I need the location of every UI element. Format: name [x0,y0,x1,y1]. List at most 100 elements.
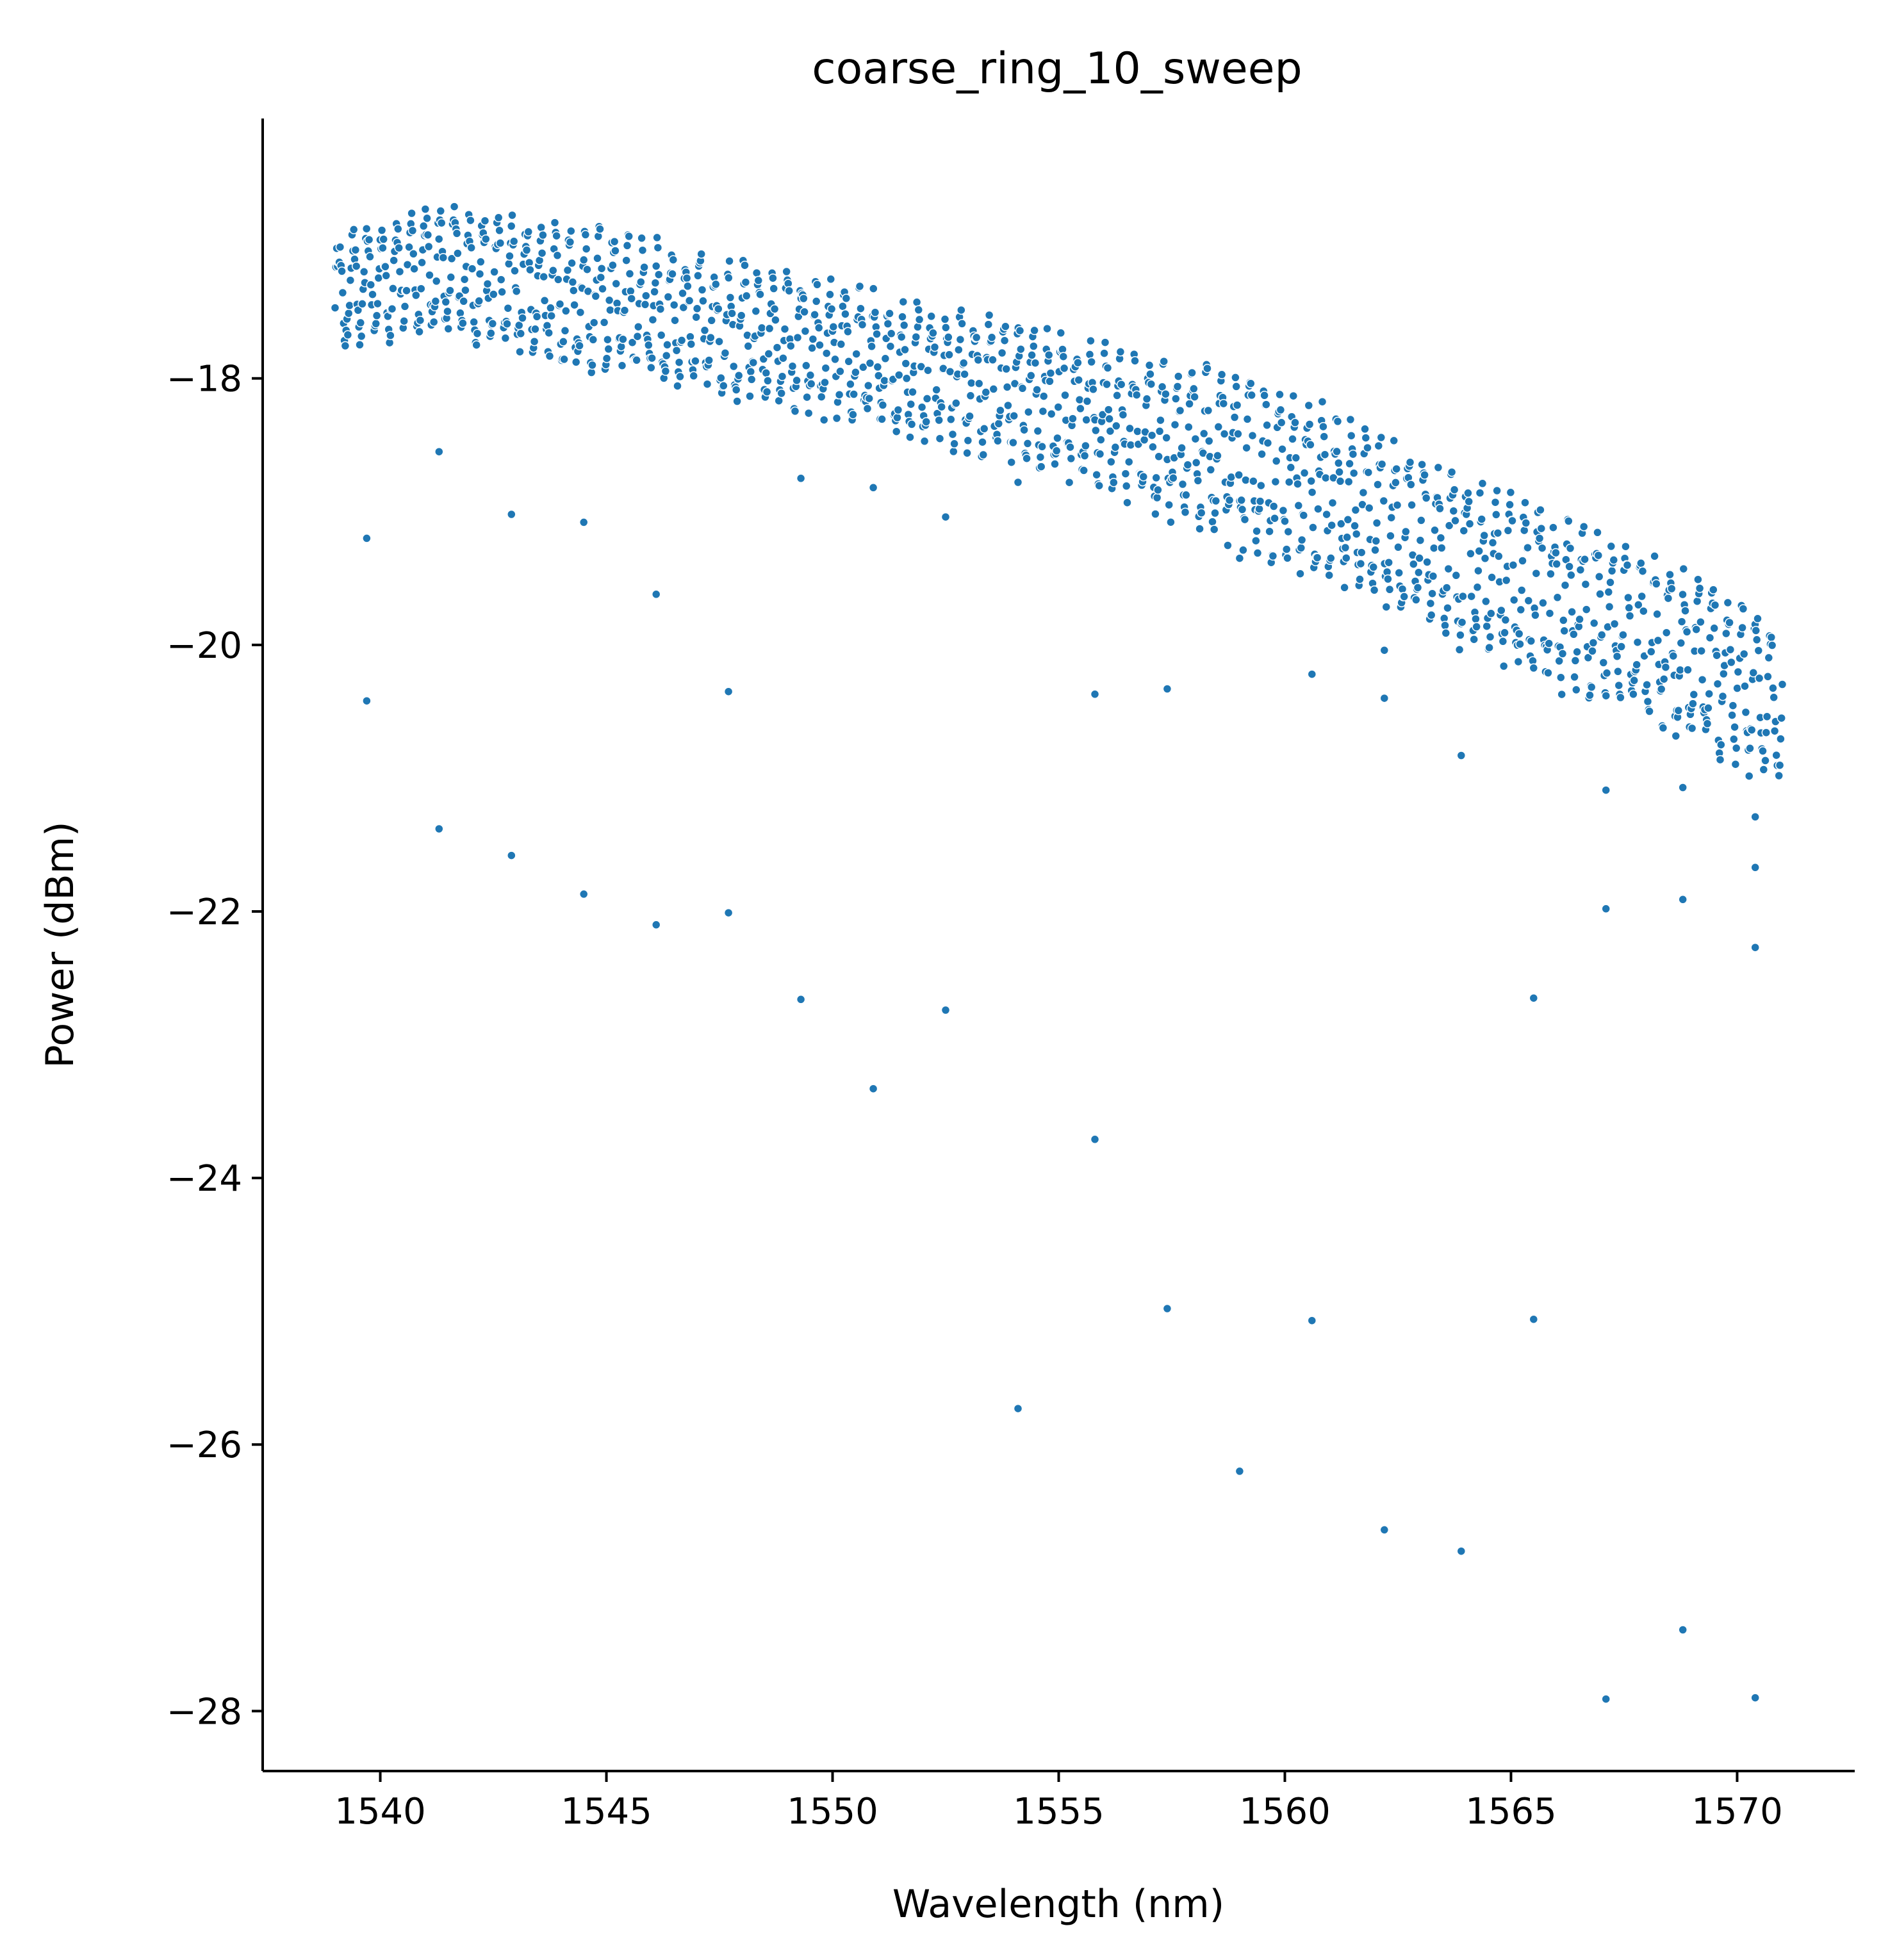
data-point [1023,439,1033,448]
data-point [1162,1303,1172,1314]
data-point [1625,611,1635,621]
data-point [755,290,765,299]
data-point [849,389,858,399]
data-point [1386,512,1396,523]
data-point [1634,600,1643,610]
data-point [1692,596,1702,606]
data-point [1180,507,1190,517]
data-point [1551,548,1561,558]
data-point [559,354,569,364]
data-point [554,275,563,284]
data-point [1741,707,1751,717]
data-point [1051,446,1062,456]
data-point [1472,622,1481,632]
data-point [1650,551,1659,561]
data-point [1254,504,1264,514]
data-point [1725,644,1736,655]
data-point [1088,384,1098,395]
data-point [885,309,894,318]
data-point [1296,543,1306,553]
data-point [940,512,951,522]
data-point [1340,583,1349,592]
data-point [335,242,345,252]
data-point [1355,575,1365,584]
data-point [489,290,498,299]
data-point [652,233,662,243]
data-point [1290,418,1300,428]
data-point [472,340,481,350]
data-point [1507,516,1517,526]
data-point [1253,548,1263,558]
data-point [1683,665,1693,675]
data-point [1156,415,1165,425]
data-point [1762,712,1772,722]
data-point [769,304,780,314]
data-point [1105,414,1114,424]
data-point [596,263,607,274]
data-point [935,434,945,443]
data-point [1441,628,1451,638]
data-point [1515,639,1525,649]
data-point [379,234,388,244]
data-point [1151,473,1161,483]
data-point [488,319,498,329]
data-point [1440,621,1450,630]
data-point [865,358,875,368]
data-point [1317,396,1327,407]
data-point [1430,525,1440,535]
data-point [1464,496,1474,507]
data-point [1038,406,1048,416]
data-point [624,231,634,241]
data-point [362,534,372,543]
data-point [1351,505,1361,515]
data-point [1545,608,1555,618]
data-point [1293,479,1302,489]
data-point [641,291,651,300]
data-point [350,245,361,255]
data-point [1379,693,1390,703]
data-point [868,1084,878,1093]
data-point [963,436,973,446]
data-point [1106,457,1116,467]
data-point [1019,425,1029,435]
data-point [1191,458,1201,468]
data-point [497,287,507,297]
data-point [1091,425,1101,436]
data-point [568,277,578,287]
data-point [411,290,421,300]
data-point [1422,557,1432,567]
data-point [940,314,950,324]
data-point [571,357,581,367]
data-point [1647,647,1656,657]
data-point [1342,553,1351,563]
data-point [979,424,989,434]
data-point [1260,391,1269,400]
data-point [1597,630,1607,640]
data-point [867,341,876,352]
data-point [802,392,812,402]
data-point [399,316,409,326]
data-point [1304,400,1314,411]
data-point [808,334,818,344]
data-point [634,322,643,332]
data-point [1661,662,1671,672]
data-point [1381,602,1392,612]
data-point [1032,385,1042,395]
data-point [1364,503,1374,513]
data-point [1769,692,1778,703]
data-point [764,349,774,359]
data-point [1752,635,1762,645]
data-point [1559,616,1568,625]
data-point [1486,608,1496,619]
data-point [1524,596,1534,606]
data-point [1463,488,1473,498]
data-point [1295,569,1305,578]
data-point [1604,602,1614,612]
data-point [1458,591,1468,601]
data-point [1484,642,1494,653]
data-point [851,368,860,377]
data-point [1231,382,1241,391]
data-point [984,310,994,320]
data-point [944,332,953,342]
data-point [907,420,917,429]
